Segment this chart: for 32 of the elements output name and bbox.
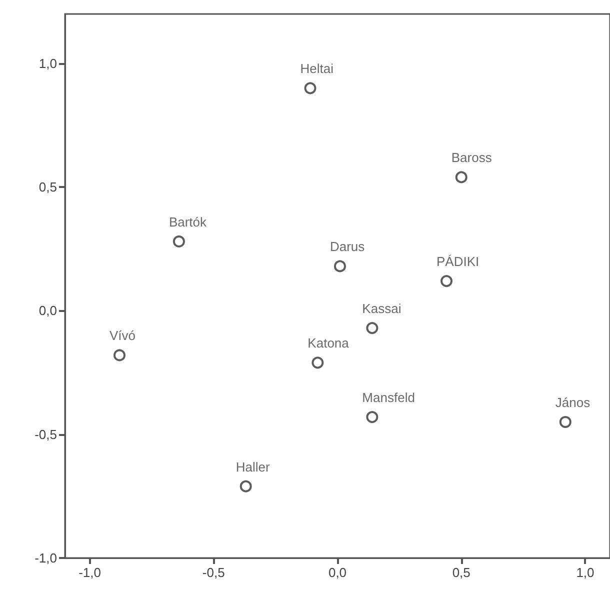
series-label: János	[555, 395, 591, 410]
series-label: Kassai	[362, 301, 402, 316]
series-label: Katona	[308, 336, 350, 351]
point	[114, 349, 126, 362]
point	[366, 322, 378, 334]
point	[455, 171, 468, 184]
point	[312, 356, 324, 369]
y-tick-label: -1,0	[34, 550, 57, 566]
series-label: Darus	[330, 239, 366, 254]
series-label: Mansfeld	[362, 390, 415, 406]
point	[304, 82, 316, 94]
point	[240, 480, 252, 492]
x-tick-label: 1,0	[576, 565, 594, 580]
x-tick-label: -0,5	[202, 565, 225, 580]
x-tick-label: 0,5	[452, 565, 470, 580]
series-label: Haller	[236, 459, 270, 474]
x-tick-label: 0,0	[328, 565, 347, 580]
y-tick-label: -0,5	[34, 426, 57, 442]
point	[559, 416, 572, 428]
series-label: Heltai	[300, 61, 334, 76]
point	[334, 260, 346, 272]
series-label: Baross	[451, 150, 492, 166]
y-tick-label: 0,5	[38, 180, 57, 195]
y-tick-label: 0,0	[38, 303, 57, 318]
point	[440, 275, 452, 288]
series-label: Vívó	[110, 328, 136, 344]
series-label: PÁDIKI	[436, 254, 480, 270]
y-tick-label: 1,0	[38, 56, 57, 71]
point	[366, 411, 378, 424]
point	[172, 235, 185, 248]
series-label: Bartók	[168, 214, 208, 230]
x-tick-label: -1,0	[78, 565, 101, 580]
